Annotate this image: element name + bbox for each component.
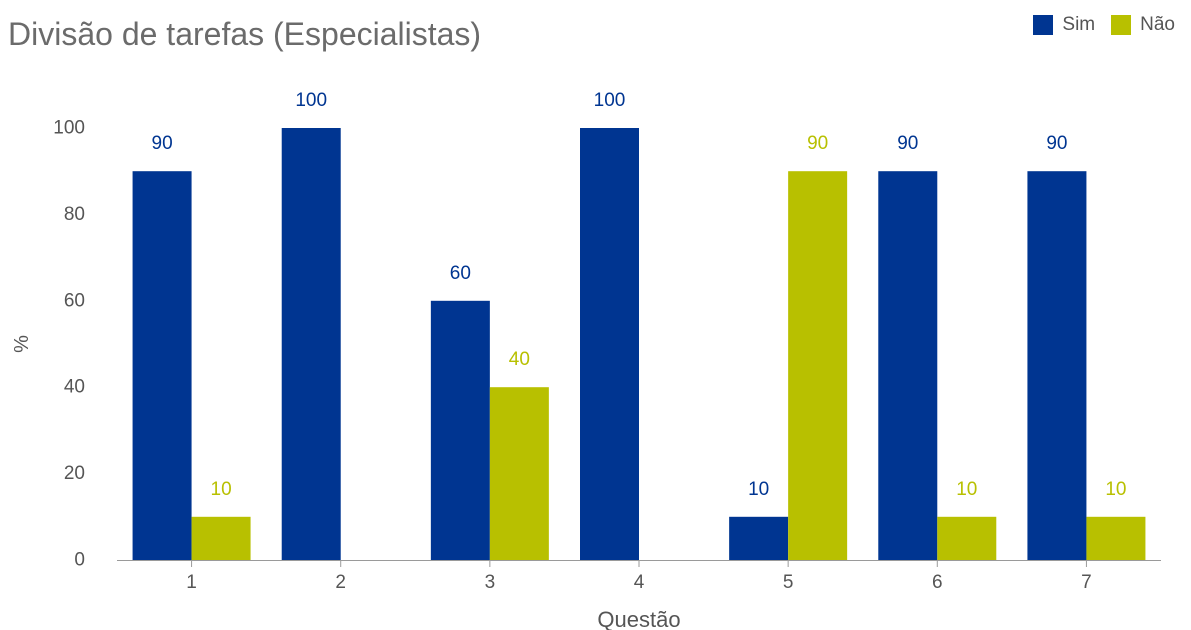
data-label: 10 [1105,479,1126,500]
legend-item-sim[interactable]: Sim [1033,14,1095,36]
data-label: 100 [594,90,626,111]
chart-title: Divisão de tarefas (Especialistas) [8,16,482,52]
y-tick-label: 20 [64,463,85,484]
legend-label-nao: Não [1140,14,1175,35]
x-axis-ticks: 1 2 3 4 5 6 7 [186,560,1092,593]
legend-label-sim: Sim [1062,14,1096,35]
bar-nao-q7[interactable] [1086,516,1146,560]
legend-item-nao[interactable]: Não [1111,14,1175,36]
data-labels-group: 90 10 100 60 40 100 10 90 90 10 90 10 [152,90,1127,500]
data-label: 100 [295,90,327,111]
x-tick-label: 5 [783,572,794,593]
bar-sim-q7[interactable] [1027,171,1087,560]
x-tick-label: 6 [932,572,943,593]
bar-nao-q5[interactable] [788,171,848,560]
x-tick-label: 7 [1081,572,1092,593]
data-label: 60 [450,263,471,284]
bar-sim-q1[interactable] [132,171,192,560]
legend-swatch-sim [1033,15,1054,35]
data-label: 90 [807,133,828,154]
data-label: 10 [956,479,977,500]
x-tick-label: 3 [485,572,496,593]
bar-nao-q1[interactable] [191,516,251,560]
legend: Sim Não [1017,14,1175,36]
data-label: 90 [152,133,173,154]
y-tick-label: 40 [64,377,85,398]
y-tick-label: 80 [64,204,85,225]
data-label: 90 [1046,133,1067,154]
bar-nao-q6[interactable] [937,516,997,560]
y-tick-label: 100 [53,118,85,139]
bar-sim-q2[interactable] [281,128,341,560]
bar-sim-q3[interactable] [430,300,490,560]
data-label: 10 [748,479,769,500]
bar-sim-q4[interactable] [580,128,639,560]
y-tick-label: 0 [74,550,85,571]
y-axis-title: % [11,335,33,353]
legend-swatch-nao [1111,15,1132,35]
data-label: 40 [509,349,530,370]
data-label: 10 [211,479,232,500]
data-label: 90 [897,133,918,154]
x-tick-label: 4 [634,572,645,593]
x-axis-title: Questão [597,607,680,630]
bars-group [132,128,1146,560]
y-axis-ticks: 0 20 40 60 80 100 [53,118,85,571]
y-tick-label: 60 [64,290,85,311]
x-tick-label: 1 [186,572,197,593]
bar-sim-q6[interactable] [878,171,938,560]
bar-nao-q3[interactable] [489,387,549,560]
bar-sim-q5[interactable] [729,516,789,560]
x-tick-label: 2 [335,572,346,593]
